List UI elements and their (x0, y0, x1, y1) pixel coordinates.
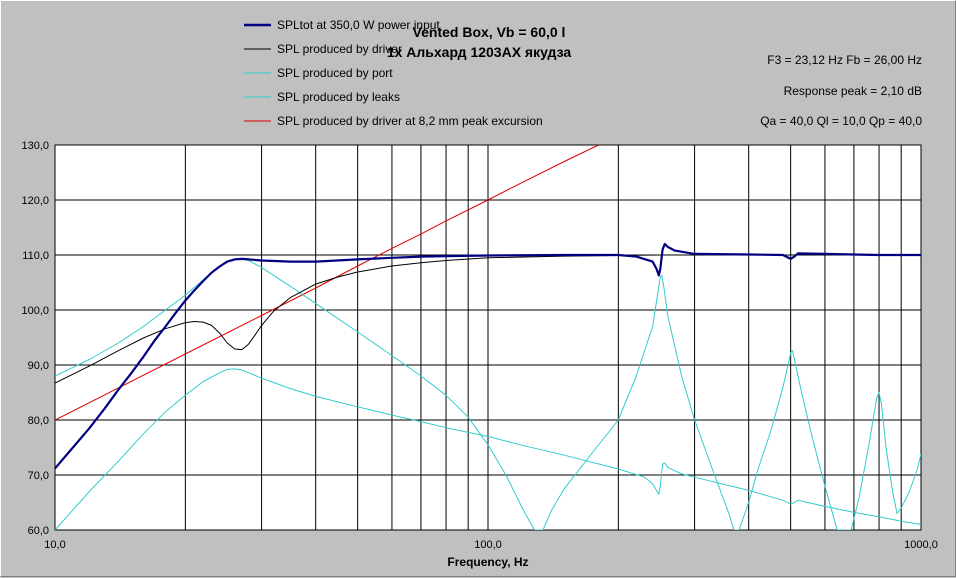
legend-label: SPL produced by leaks (277, 90, 400, 104)
y-axis-tick-labels: 60,0 70,0 80,0 90,0 100,0 110,0 120,0 130,0 (21, 140, 49, 537)
chart-subtitle: 1x Альхард 1203AX якудза (387, 44, 572, 60)
x-axis-label: Frequency, Hz (447, 555, 528, 569)
y-tick-label: 120,0 (21, 195, 49, 207)
x-tick-label: 1000,0 (904, 539, 938, 551)
legend-label: SPL produced by driver at 8,2 mm peak ex… (277, 114, 543, 128)
y-tick-label: 130,0 (21, 140, 49, 152)
series-layer (55, 145, 921, 530)
legend-label: SPLtot at 350,0 W power input (277, 18, 440, 32)
info-line-tuning: F3 = 23,12 Hz Fb = 26,00 Hz (767, 53, 922, 67)
y-tick-label: 60,0 (28, 525, 49, 537)
x-axis-tick-labels: 10,0 100,0 1000,0 (44, 539, 938, 551)
x-tick-label: 100,0 (474, 539, 502, 551)
legend-label: SPL produced by port (277, 66, 393, 80)
chart-title: Vented Box, Vb = 60,0 l (413, 24, 566, 40)
legend-label: SPL produced by driver (277, 42, 402, 56)
y-tick-label: 110,0 (22, 250, 49, 262)
y-tick-label: 70,0 (28, 470, 49, 482)
x-tick-label: 10,0 (44, 539, 65, 551)
series-leaks-spl (55, 368, 921, 530)
grid-lines (55, 145, 921, 530)
series-driver-spl (55, 254, 921, 384)
y-tick-label: 80,0 (28, 415, 49, 427)
legend: SPLtot at 350,0 W power input SPL produce… (244, 18, 543, 128)
y-tick-label: 100,0 (21, 305, 49, 317)
series-total-spl (55, 242, 921, 470)
series-port-spl (55, 258, 921, 530)
info-line-q-values: Qa = 40,0 Ql = 10,0 Qp = 40,0 (760, 114, 922, 128)
series-excursion-limit (55, 145, 599, 421)
info-line-response-peak: Response peak = 2,10 dB (784, 84, 922, 98)
y-tick-label: 90,0 (28, 360, 49, 372)
